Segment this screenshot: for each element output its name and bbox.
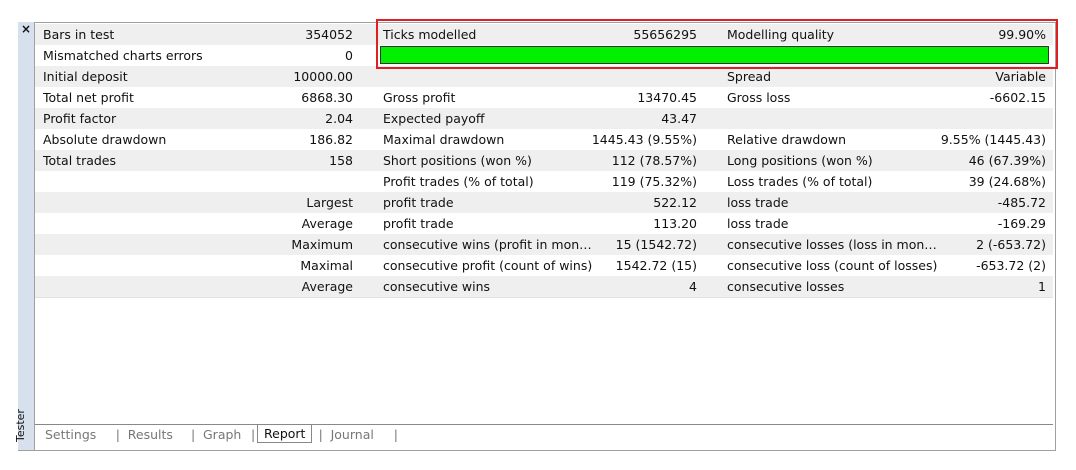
table-cell: 6868.30 [301, 90, 353, 105]
table-cell: consecutive loss (count of losses) [727, 258, 938, 273]
table-row: Total trades 158 Short positions (won %) 11… [35, 150, 1053, 172]
table-cell: loss trade [727, 216, 789, 231]
table-cell: Gross loss [727, 90, 791, 105]
table-cell: Bars in test [43, 27, 115, 42]
table-cell: Average [301, 216, 353, 231]
table-cell: Profit factor [43, 111, 117, 126]
table-cell: Maximum [291, 237, 353, 252]
table-cell: 15 (1542.72) [615, 237, 697, 252]
table-cell: 354052 [305, 27, 353, 42]
table-cell: 99.90% [998, 27, 1046, 42]
table-row: Initial deposit 10000.00 Spread Variable [35, 66, 1053, 88]
table-cell: -485.72 [997, 195, 1046, 210]
table-row: Profit trades (% of total) 119 (75.32%) Lo… [35, 171, 1053, 193]
table-row: Profit factor 2.04 Expected payoff 43.47 [35, 108, 1053, 130]
table-cell: Absolute drawdown [43, 132, 167, 147]
table-cell: 119 (75.32%) [611, 174, 697, 189]
table-row: Average profit trade 113.20 loss trade -169.… [35, 213, 1053, 235]
tab[interactable]: Settings [45, 427, 97, 442]
tab[interactable]: Journal [330, 427, 374, 442]
table-cell: 13470.45 [637, 90, 697, 105]
quality-bar [380, 46, 1049, 64]
table-cell: -6602.15 [989, 90, 1046, 105]
table-cell: 4 [689, 279, 697, 294]
table-cell: consecutive wins (profit in mon… [383, 237, 592, 252]
side-bar: Tester [14, 22, 35, 450]
highlight-box [376, 19, 1058, 69]
table-cell: 0 [345, 48, 353, 63]
table-row: Absolute drawdown 186.82 Maximal drawdown 1… [35, 129, 1053, 151]
table-cell: Maximal drawdown [383, 132, 505, 147]
close-button[interactable]: × [20, 22, 32, 36]
table-cell: 112 (78.57%) [611, 153, 697, 168]
table-cell: 46 (67.39%) [968, 153, 1046, 168]
table-cell: Total trades [43, 153, 117, 168]
table-row: Maximum consecutive wins (profit in mon… 1… [35, 234, 1053, 256]
table-cell: Total net profit [43, 90, 134, 105]
table-cell: Initial deposit [43, 69, 128, 84]
tab-separator: | [318, 427, 323, 442]
tab-separator: | [115, 427, 121, 442]
table-cell: consecutive losses (loss in mon… [727, 237, 937, 252]
table-cell: 2.04 [325, 111, 353, 126]
table-cell: 1 [1038, 279, 1046, 294]
table-cell: consecutive losses [727, 279, 845, 294]
tab-separator: | [191, 427, 196, 442]
table-cell: Largest [306, 195, 353, 210]
tab[interactable]: Report [257, 425, 313, 443]
table-cell: consecutive profit (count of wins) [383, 258, 593, 273]
table-cell: 9.55% (1445.43) [940, 132, 1046, 147]
table-cell: Gross profit [383, 90, 456, 105]
table-cell: Ticks modelled [383, 27, 477, 42]
table-cell: profit trade [383, 216, 454, 231]
table-row: Average consecutive wins 4 consecutive loss… [35, 276, 1053, 298]
table-cell: Spread [727, 69, 772, 84]
table-cell: consecutive wins [383, 279, 491, 294]
table-cell: 2 (-653.72) [976, 237, 1046, 252]
tab-separator: | [251, 427, 256, 442]
table-cell: Short positions (won %) [383, 153, 532, 168]
tab-bar: Settings | Results | Graph | Report | Journal | [35, 424, 1053, 447]
table-cell: 43.47 [661, 111, 697, 126]
table-cell: Modelling quality [727, 27, 835, 42]
table-cell: -169.29 [997, 216, 1046, 231]
table-cell: 10000.00 [293, 69, 353, 84]
table-row: Maximal consecutive profit (count of wins… [35, 255, 1053, 277]
tab[interactable]: Results [127, 427, 173, 442]
side-label: Tester [14, 409, 27, 442]
table-cell: 158 [329, 153, 353, 168]
table-cell: 55656295 [633, 27, 697, 42]
table-cell: Expected payoff [383, 111, 485, 126]
table-cell: Profit trades (% of total) [383, 174, 534, 189]
tab-separator: | [393, 427, 399, 442]
table-cell: 1445.43 (9.55%) [591, 132, 697, 147]
table-cell: 113.20 [653, 216, 697, 231]
table-cell: Average [301, 279, 353, 294]
table-cell: Maximal [300, 258, 353, 273]
table-cell: -653.72 (2) [976, 258, 1046, 273]
table-cell: Long positions (won %) [727, 153, 873, 168]
table-cell: Relative drawdown [727, 132, 847, 147]
table-cell: 186.82 [309, 132, 353, 147]
table-cell: Loss trades (% of total) [727, 174, 873, 189]
table-cell: Variable [995, 69, 1046, 84]
table-cell: profit trade [383, 195, 454, 210]
table-cell: 522.12 [653, 195, 697, 210]
table-cell: 39 (24.68%) [968, 174, 1046, 189]
table-cell: 1542.72 (15) [615, 258, 697, 273]
table-cell: Mismatched charts errors [43, 48, 203, 63]
tab[interactable]: Graph [203, 427, 242, 442]
table-row: Largest profit trade 522.12 loss trade -485.… [35, 192, 1053, 214]
table-row: Total net profit 6868.30 Gross profit 13470… [35, 87, 1053, 109]
table-row: Bars in test 354052 Ticks modelled 55656295… [35, 24, 1053, 46]
table-cell: loss trade [727, 195, 789, 210]
